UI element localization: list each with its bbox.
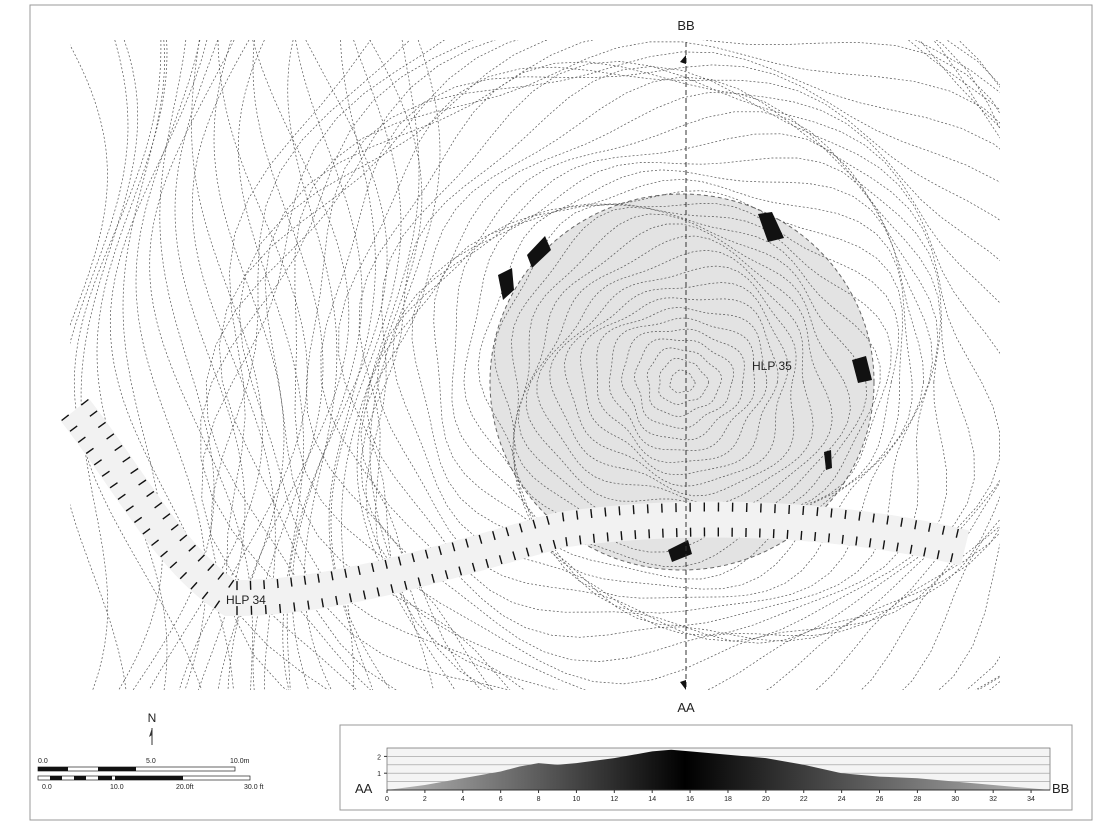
contour bbox=[58, 40, 128, 690]
x-tick-label: 30 bbox=[951, 796, 959, 803]
hachure bbox=[649, 529, 650, 538]
hachure bbox=[264, 580, 265, 589]
contour bbox=[81, 40, 138, 690]
scale-label: 10.0m bbox=[230, 758, 250, 765]
hachure bbox=[845, 510, 846, 519]
hachure bbox=[801, 531, 802, 540]
scale-label: 5.0 bbox=[146, 758, 156, 765]
section-label: BB bbox=[677, 18, 694, 33]
x-tick-label: 6 bbox=[499, 796, 503, 803]
hachure bbox=[633, 505, 634, 514]
hachure bbox=[635, 530, 636, 539]
hachure bbox=[787, 530, 788, 539]
survey-plan: BB AA HLP 35 HLP 34 N 0.0 5.0 10.0m 0.0 … bbox=[0, 0, 1094, 825]
feature-label: HLP 35 bbox=[752, 359, 792, 373]
contour bbox=[119, 40, 165, 690]
y-tick-label: 1 bbox=[377, 771, 381, 778]
hachure bbox=[277, 579, 278, 588]
contour bbox=[34, 40, 107, 690]
x-tick-label: 34 bbox=[1027, 796, 1035, 803]
x-tick-label: 26 bbox=[876, 796, 884, 803]
hachure bbox=[842, 535, 843, 544]
section-arrow bbox=[680, 55, 686, 64]
hachure bbox=[829, 533, 830, 542]
x-tick-label: 4 bbox=[461, 796, 465, 803]
hachure bbox=[815, 532, 816, 541]
y-tick-label: 2 bbox=[377, 754, 381, 761]
x-tick-label: 22 bbox=[800, 796, 808, 803]
hachure bbox=[619, 506, 620, 515]
x-tick-label: 0 bbox=[385, 796, 389, 803]
x-tick-label: 24 bbox=[838, 796, 846, 803]
north-label: N bbox=[148, 711, 157, 725]
contour bbox=[97, 40, 167, 690]
x-tick-label: 8 bbox=[537, 796, 541, 803]
hachure bbox=[648, 504, 649, 513]
scale-label: 30.0 ft bbox=[244, 784, 264, 791]
scale-label: 10.0 bbox=[110, 784, 124, 791]
x-tick-label: 28 bbox=[914, 796, 922, 803]
hachure bbox=[831, 509, 832, 518]
x-tick-label: 2 bbox=[423, 796, 427, 803]
section-label: AA bbox=[677, 700, 695, 715]
profile-end-label: AA bbox=[355, 781, 373, 796]
hachure bbox=[280, 604, 281, 613]
hachure bbox=[789, 505, 790, 514]
x-tick-label: 16 bbox=[686, 796, 694, 803]
scale-label: 20.0ft bbox=[176, 784, 194, 791]
section-arrow bbox=[680, 680, 686, 690]
hachure bbox=[594, 534, 595, 543]
contour bbox=[74, 40, 201, 690]
scale-bar bbox=[38, 767, 250, 780]
x-tick-label: 20 bbox=[762, 796, 770, 803]
x-tick-label: 18 bbox=[724, 796, 732, 803]
hachure bbox=[817, 507, 818, 516]
hachure bbox=[591, 509, 592, 518]
hachure bbox=[803, 506, 804, 515]
profile-end-label: BB bbox=[1052, 781, 1069, 796]
feature-label: HLP 34 bbox=[226, 593, 266, 607]
scale-label: 0.0 bbox=[38, 758, 48, 765]
hachure bbox=[607, 532, 608, 541]
hachure bbox=[605, 508, 606, 517]
hachure bbox=[621, 531, 622, 540]
x-tick-label: 12 bbox=[610, 796, 618, 803]
scale-label: 0.0 bbox=[42, 784, 52, 791]
x-tick-label: 10 bbox=[573, 796, 581, 803]
x-tick-label: 14 bbox=[648, 796, 656, 803]
x-tick-label: 32 bbox=[989, 796, 997, 803]
